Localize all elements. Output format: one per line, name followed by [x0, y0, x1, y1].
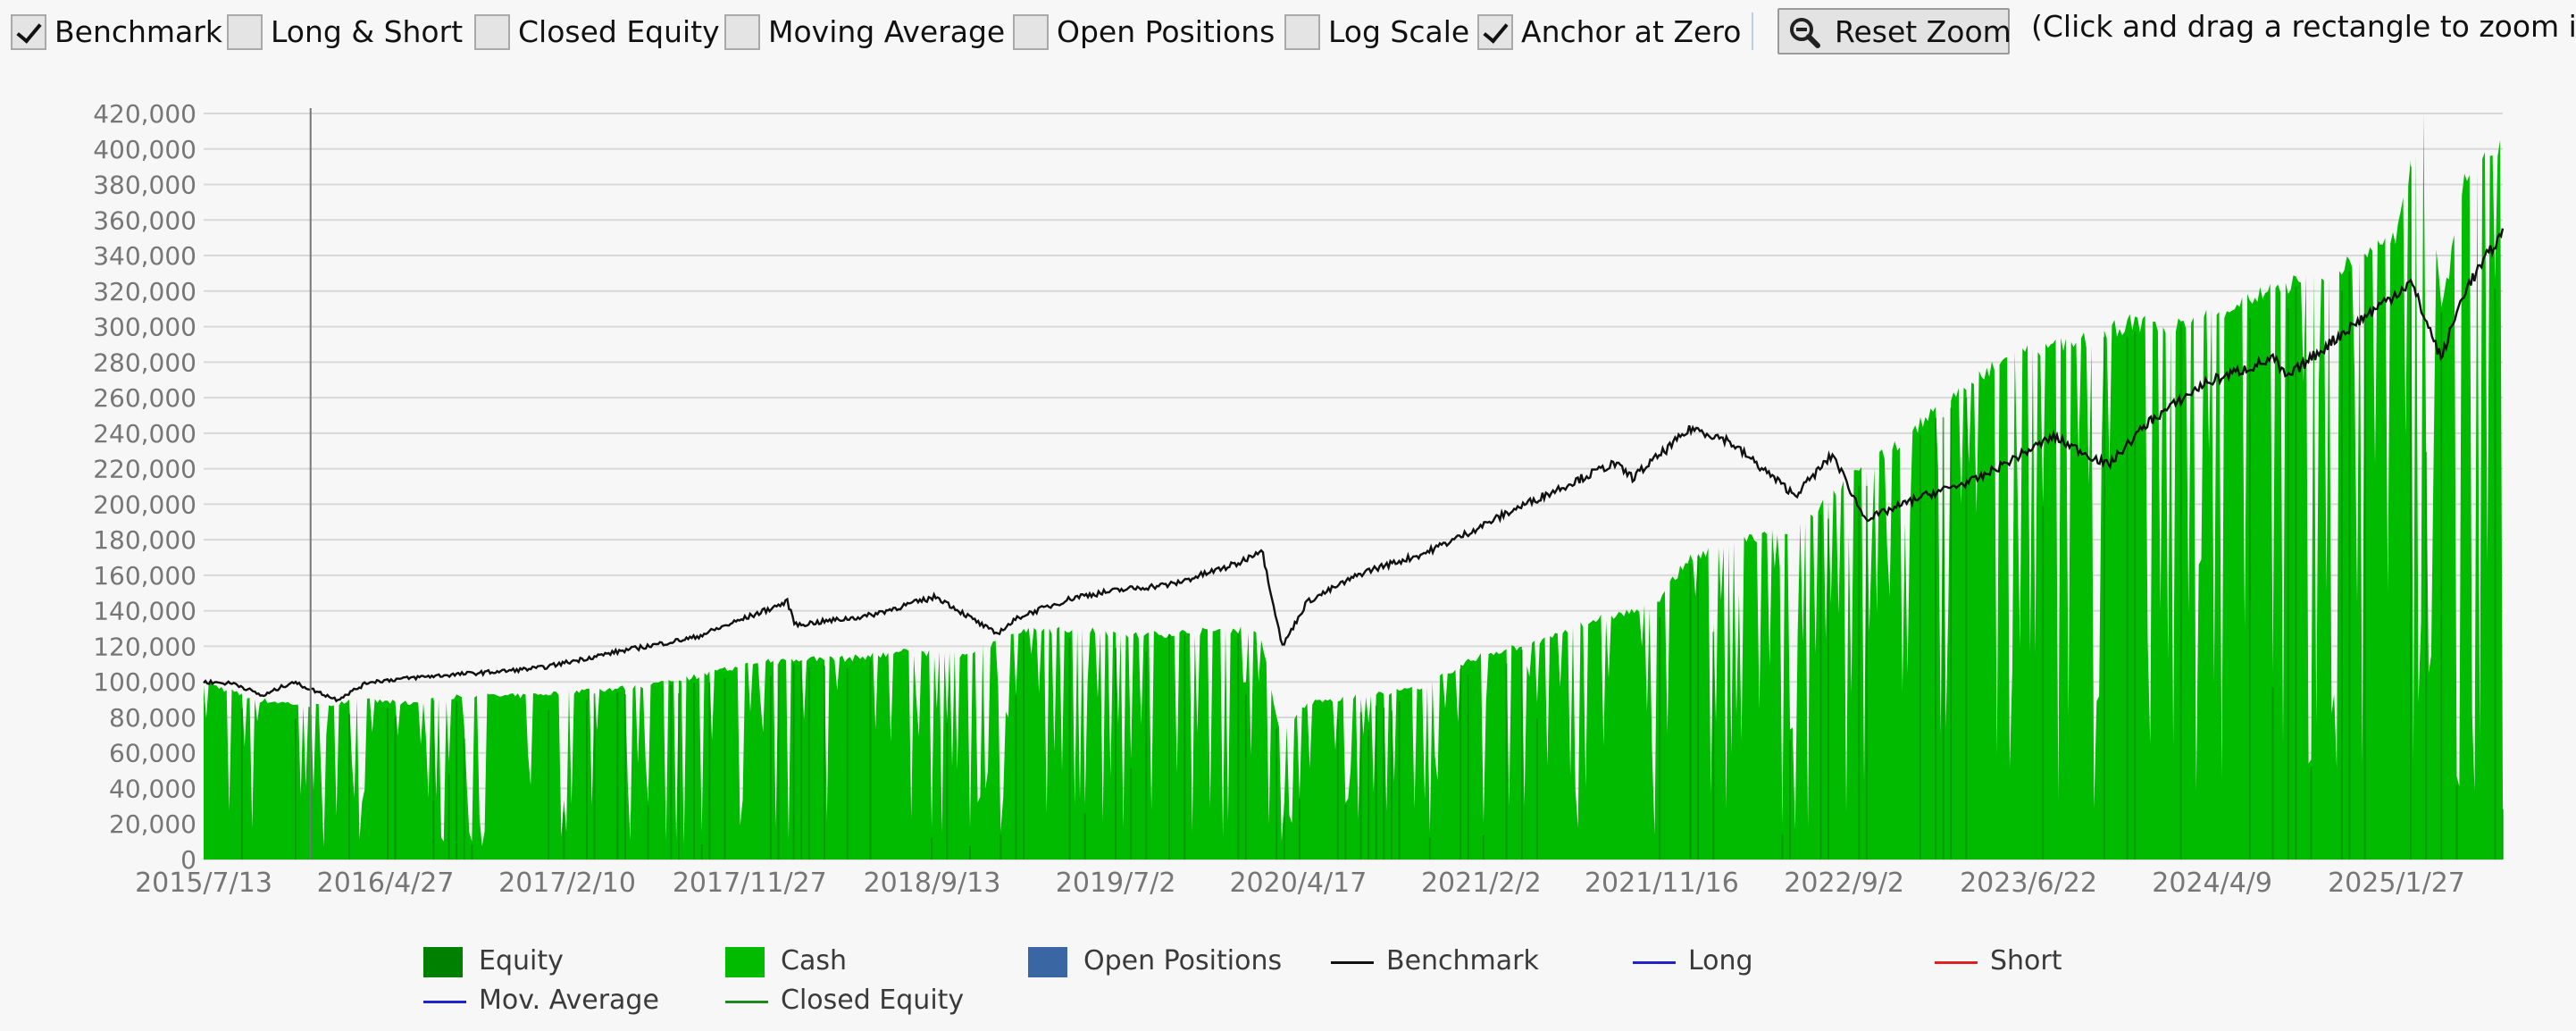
legend-label: Equity — [479, 945, 564, 977]
long-short-checkbox[interactable] — [227, 14, 263, 50]
benchmark-checkbox[interactable] — [11, 14, 46, 50]
legend-label: Long — [1688, 945, 1753, 977]
legend-label: Mov. Average — [479, 985, 659, 1016]
closed-equity-checkbox-label[interactable]: Closed Equity — [518, 14, 720, 49]
log-scale-checkbox-label[interactable]: Log Scale — [1328, 14, 1470, 49]
x-tick-label: 2021/11/16 — [1585, 868, 1739, 899]
legend-line-benchmark — [1331, 961, 1374, 964]
y-tick-label: 80,000 — [109, 703, 197, 733]
equity-dark-stripes — [240, 166, 2504, 859]
benchmark-line — [203, 228, 2505, 703]
moving-average-checkbox[interactable] — [724, 14, 760, 50]
y-tick-label: 120,000 — [93, 632, 197, 661]
legend-label: Benchmark — [1386, 945, 1539, 977]
y-tick-label: 60,000 — [109, 739, 197, 768]
y-tick-label: 380,000 — [93, 171, 197, 200]
y-tick-label: 420,000 — [93, 99, 197, 129]
legend-swatch-equity — [423, 947, 463, 977]
legend-line-mov_average — [423, 1001, 466, 1003]
x-tick-label: 2022/9/2 — [1784, 868, 1904, 899]
anchor-at-zero-checkbox[interactable] — [1477, 14, 1513, 50]
y-tick-label: 240,000 — [93, 419, 197, 448]
legend-swatch-cash — [725, 947, 765, 977]
zoom-out-magnifier-icon — [1790, 18, 1820, 48]
y-tick-label: 100,000 — [93, 667, 197, 697]
equity-chart[interactable]: 0 20,000 40,000 60,000 80,000 100,000 120,000 1… — [0, 80, 2576, 902]
x-tick-label: 2018/9/13 — [864, 868, 1001, 899]
y-tick-label: 40,000 — [109, 774, 197, 803]
y-tick-label: 160,000 — [93, 561, 197, 591]
reset-zoom-label: Reset Zoom — [1835, 14, 2011, 49]
x-tick-label: 2019/7/2 — [1056, 868, 1176, 899]
y-tick-label: 400,000 — [93, 135, 197, 164]
open-positions-checkbox-label[interactable]: Open Positions — [1057, 14, 1275, 49]
y-tick-label: 300,000 — [93, 313, 197, 342]
legend-label: Open Positions — [1083, 945, 1283, 977]
x-tick-label: 2023/6/22 — [1960, 868, 2097, 899]
x-tick-label: 2017/11/27 — [673, 868, 827, 899]
legend-line-closed_equity — [725, 1001, 768, 1003]
anchor-at-zero-checkbox-label[interactable]: Anchor at Zero — [1521, 14, 1742, 49]
legend-label: Closed Equity — [781, 985, 965, 1016]
y-tick-label: 200,000 — [93, 490, 197, 519]
reset-zoom-button[interactable]: Reset Zoom — [1777, 8, 2011, 54]
x-tick-label: 2025/1/27 — [2328, 868, 2465, 899]
benchmark-checkbox-label[interactable]: Benchmark — [54, 14, 222, 49]
y-tick-label: 220,000 — [93, 455, 197, 484]
x-tick-label: 2020/4/17 — [1229, 868, 1367, 899]
y-tick-label: 20,000 — [109, 809, 197, 839]
legend-line-long — [1633, 961, 1676, 964]
y-tick-label: 360,000 — [93, 205, 197, 235]
axis-ticks: 0 20,000 40,000 60,000 80,000 100,000 120,000 1… — [93, 99, 2465, 899]
legend-label: Short — [1990, 945, 2062, 977]
y-tick-label: 280,000 — [93, 348, 197, 377]
y-tick-label: 260,000 — [93, 383, 197, 413]
log-scale-checkbox[interactable] — [1284, 14, 1320, 50]
y-tick-label: 320,000 — [93, 277, 197, 306]
open-positions-checkbox[interactable] — [1013, 14, 1049, 50]
x-tick-label: 2021/2/2 — [1421, 868, 1542, 899]
toolbar-divider — [1752, 13, 1753, 50]
zoom-hint: (Click and drag a rectangle to zoom in) — [2031, 9, 2576, 44]
y-tick-label: 180,000 — [93, 525, 197, 555]
chart-toolbar: Benchmark Long & Short Closed Equity Mov… — [0, 0, 2576, 68]
legend-swatch-open_positions — [1028, 947, 1067, 977]
legend-line-short — [1935, 961, 1978, 964]
long-short-checkbox-label[interactable]: Long & Short — [271, 14, 464, 49]
y-tick-label: 340,000 — [93, 241, 197, 271]
y-tick-label: 140,000 — [93, 597, 197, 626]
closed-equity-checkbox[interactable] — [474, 14, 510, 50]
x-tick-label: 2017/2/10 — [498, 868, 636, 899]
x-tick-label: 2016/4/27 — [317, 868, 455, 899]
moving-average-checkbox-label[interactable]: Moving Average — [768, 14, 1006, 49]
benchmark-line-series — [203, 228, 2505, 703]
y-tick-label: 0 — [180, 845, 197, 875]
legend-label: Cash — [781, 945, 847, 977]
x-tick-label: 2024/4/9 — [2152, 868, 2272, 899]
x-tick-label: 2015/7/13 — [135, 868, 272, 899]
